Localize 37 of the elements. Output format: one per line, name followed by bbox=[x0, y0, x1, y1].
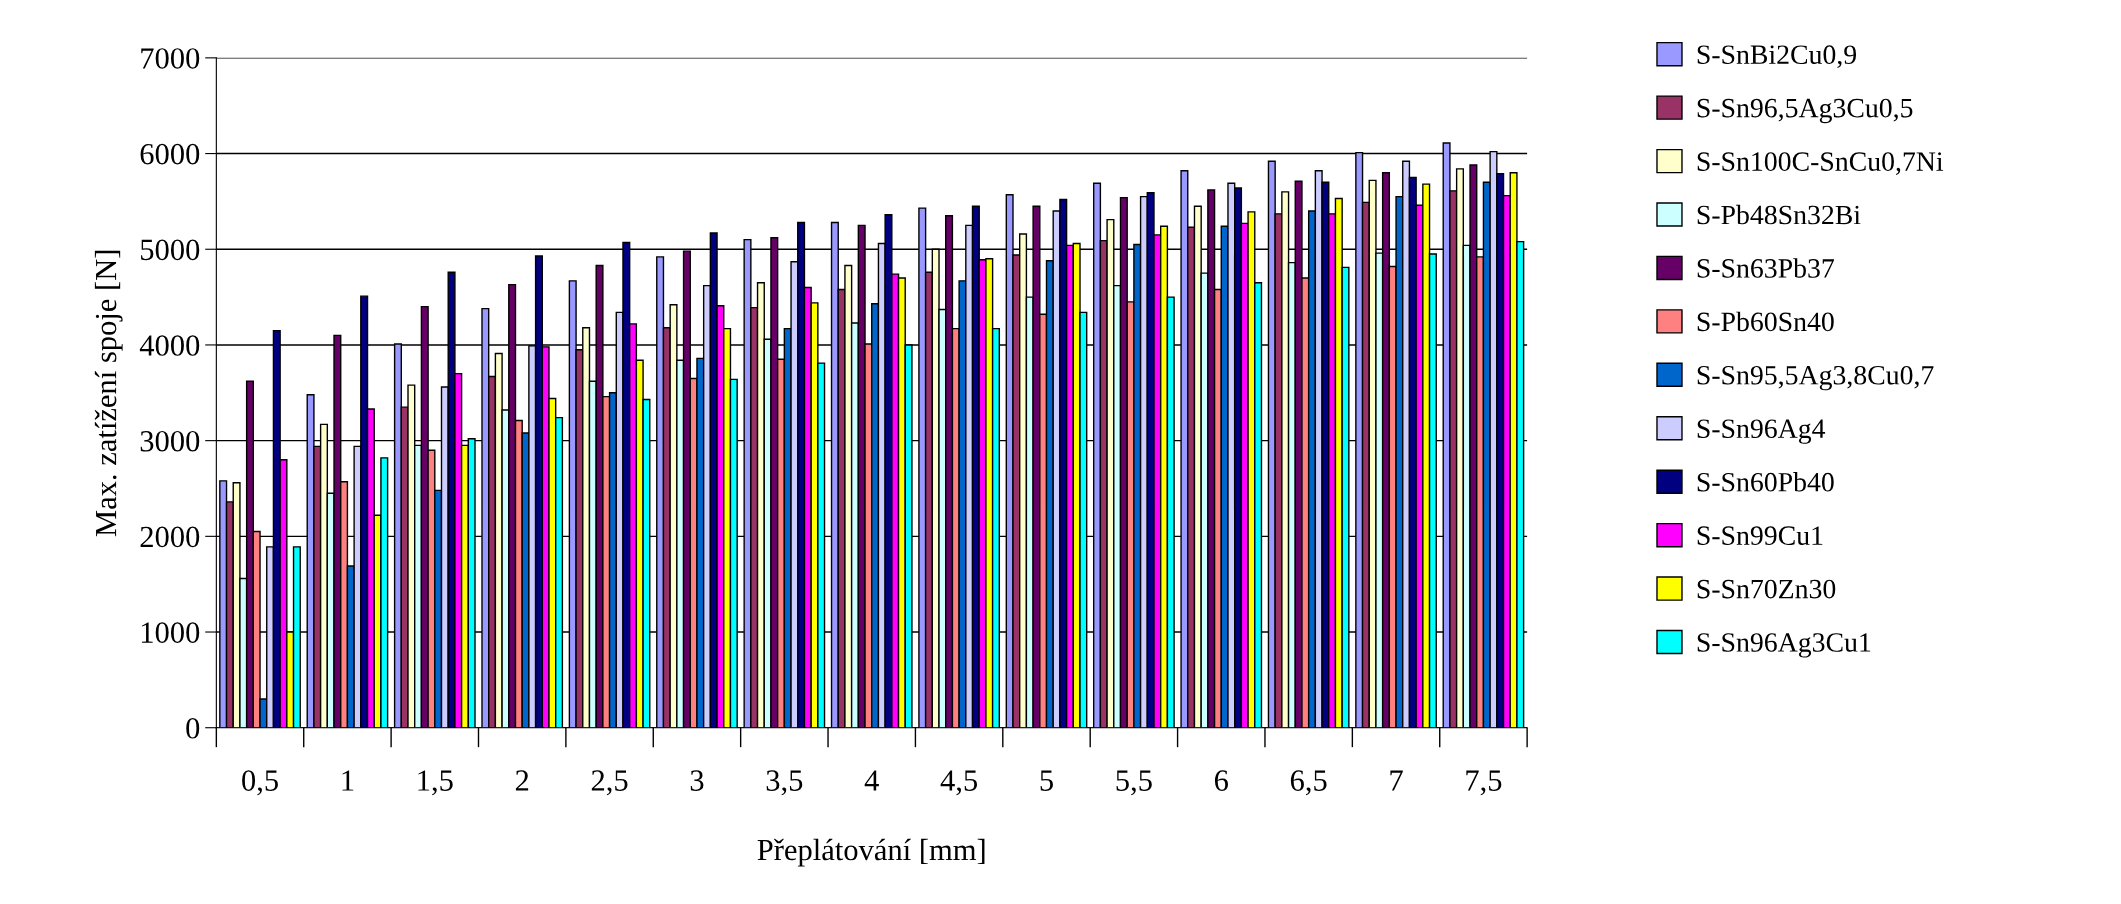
x-tick-label: 3 bbox=[690, 770, 704, 791]
x-tick-label: 2 bbox=[515, 770, 529, 791]
x-tick-label: 3,5 bbox=[766, 770, 803, 796]
x-tick-label: 0,5 bbox=[242, 770, 278, 796]
x-tick-label: 5,5 bbox=[1116, 770, 1152, 796]
x-tick-label: 1,5 bbox=[418, 770, 453, 796]
y-tick-label: 0 bbox=[186, 718, 200, 739]
legend-label: S-SnBi2Cu0,9 bbox=[1697, 45, 1857, 69]
y-tick-label: 5000 bbox=[141, 239, 200, 261]
x-tick-label: 5 bbox=[1040, 770, 1053, 791]
legend-label: S-Sn60Pb40 bbox=[1697, 472, 1834, 492]
x-tick-label: 7,5 bbox=[1466, 770, 1502, 796]
y-tick-label: 6000 bbox=[140, 143, 200, 165]
x-tick-label: 4,5 bbox=[940, 770, 978, 796]
legend-label: S-Sn96Ag4 bbox=[1697, 419, 1826, 444]
legend-label: S-Sn96Ag3Cu1 bbox=[1697, 633, 1871, 658]
legend-label: S-Pb48Sn32Bi bbox=[1697, 204, 1861, 225]
x-axis-title: Přeplátování [mm] bbox=[757, 838, 985, 867]
legend-label: S-Sn95,5Ag3,8Cu0,7 bbox=[1697, 365, 1934, 391]
y-tick-label: 1000 bbox=[141, 622, 200, 643]
legend-label: S-Sn96,5Ag3Cu0,5 bbox=[1697, 98, 1913, 124]
legend-label: S-Sn100C-SnCu0,7Ni bbox=[1697, 152, 1944, 175]
x-tick-label: 7 bbox=[1390, 770, 1403, 791]
legend-label: S-Pb60Sn40 bbox=[1697, 311, 1834, 332]
x-tick-label: 4 bbox=[864, 770, 879, 791]
x-tick-label: 1 bbox=[342, 770, 354, 791]
y-axis-title: Max. zatížení spoje [N] bbox=[94, 250, 123, 537]
y-tick-label: 4000 bbox=[139, 335, 200, 356]
legend-label: S-Sn99Cu1 bbox=[1697, 526, 1823, 546]
legend-label: S-Sn63Pb37 bbox=[1697, 258, 1834, 278]
y-tick-label: 7000 bbox=[141, 48, 200, 69]
y-tick-label: 2000 bbox=[140, 526, 200, 548]
legend-label: S-Sn70Zn30 bbox=[1697, 579, 1836, 599]
x-tick-label: 6,5 bbox=[1290, 770, 1327, 796]
x-tick-label: 6 bbox=[1214, 770, 1228, 791]
x-tick-label: 2,5 bbox=[591, 770, 628, 796]
y-tick-label: 3000 bbox=[140, 430, 200, 452]
